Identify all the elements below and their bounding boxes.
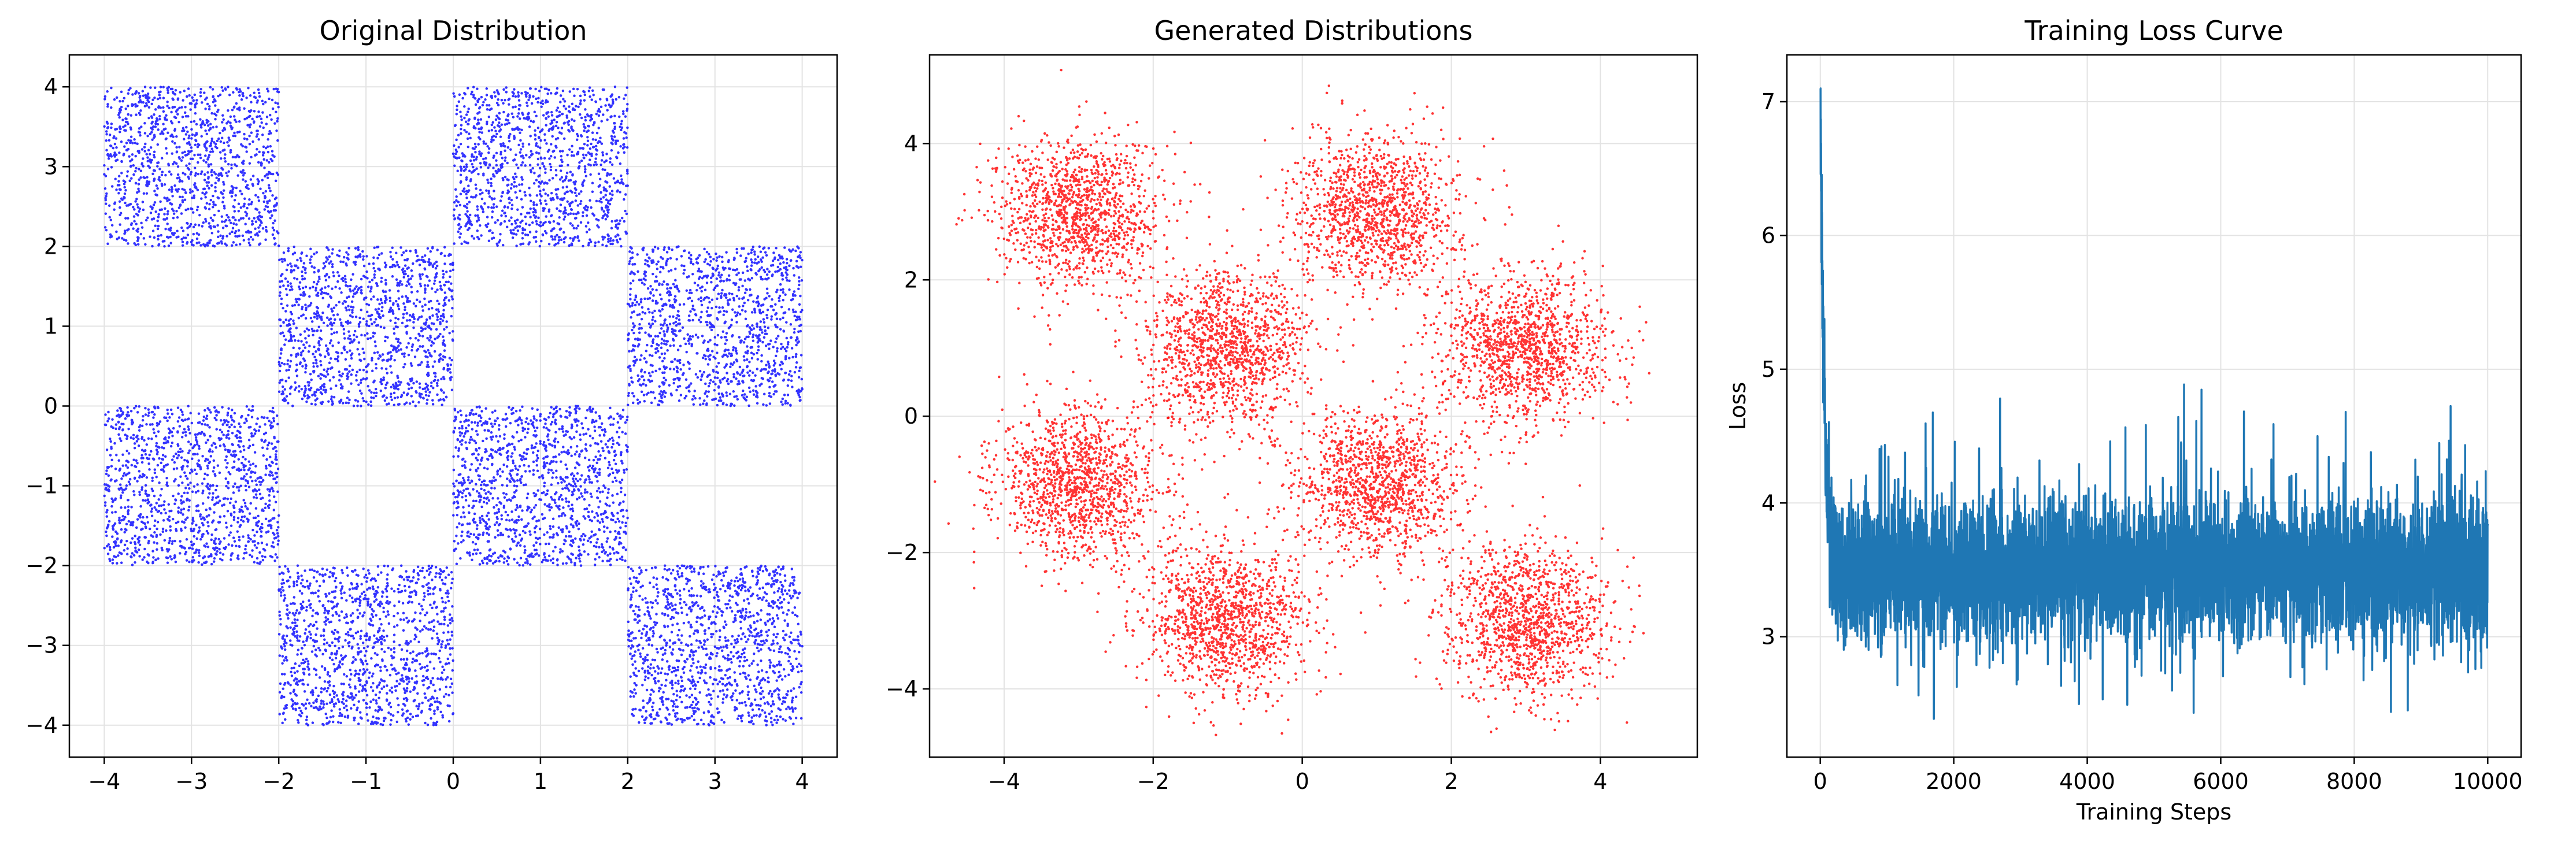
training-loss-y-tick-label: 5 [1761, 357, 1775, 382]
generated-distributions-cluster-3-points [1396, 224, 1651, 499]
original-distribution-x-tick-label: −3 [175, 769, 208, 794]
generated-distributions-x-tick-label: 0 [1296, 769, 1309, 794]
original-distribution-x-tick-label: 2 [621, 769, 635, 794]
generated-distributions-x-tick-label: 4 [1593, 769, 1607, 794]
original-distribution-y-tick-label: 1 [44, 313, 58, 339]
training-loss-x-tick-label: 0 [1813, 769, 1827, 794]
training-loss-x-tick-label: 4000 [2059, 769, 2115, 794]
training-loss-title: Training Loss Curve [2024, 15, 2283, 46]
generated-distributions-title: Generated Distributions [1154, 15, 1473, 46]
original-distribution-y-tick-label: 0 [44, 394, 58, 419]
training-loss-x-tick-label: 2000 [1926, 769, 1982, 794]
training-loss-x-tick-label: 8000 [2326, 769, 2382, 794]
original-distribution-title: Original Distribution [320, 15, 587, 46]
original-distribution-x-tick-label: −1 [350, 769, 382, 794]
training-loss-y-tick-label: 3 [1761, 624, 1775, 650]
original-distribution-x-tick-label: 1 [534, 769, 547, 794]
original-distribution-square-2-points [277, 245, 455, 407]
original-distribution-square-1-points [451, 86, 629, 248]
original-distribution-frame [68, 54, 838, 758]
original-distribution-square-4-points [103, 405, 280, 566]
generated-distributions-ticks: −4 −2 0 2 4 −4 −2 0 2 4 [886, 131, 1608, 794]
generated-distributions-x-tick-label: 2 [1444, 769, 1458, 794]
original-distribution-y-tick-label: −1 [25, 473, 58, 499]
original-distribution-points [103, 86, 804, 726]
generated-distributions-points [933, 68, 1651, 736]
original-distribution-x-tick-label: −2 [262, 769, 295, 794]
training-loss-line [1819, 87, 2489, 720]
original-distribution-square-0-points [103, 86, 280, 248]
generated-distributions-y-tick-label: −2 [886, 540, 918, 565]
original-distribution-x-tick-label: 4 [795, 769, 809, 794]
generated-distributions-cluster-2-points [1094, 202, 1361, 464]
original-distribution-square-6-points [277, 564, 455, 726]
training-loss-x-tick-label: 6000 [2193, 769, 2249, 794]
training-loss-series-line [1819, 87, 2489, 720]
original-distribution-y-tick-label: 4 [44, 74, 58, 99]
training-loss-panel: 0 2000 4000 6000 8000 10000 3 4 5 6 7 Training Los… [1725, 15, 2523, 825]
original-distribution-panel: −4 −3 −2 −1 0 1 2 3 4 −4 −3 −2 −1 0 1 2 3 4 Original Dist… [25, 15, 838, 794]
original-distribution-y-tick-label: 3 [44, 154, 58, 179]
original-distribution-square-5-points [452, 405, 629, 567]
generated-distributions-cluster-1-points [1242, 84, 1513, 336]
training-loss-y-axis-label: Loss [1725, 382, 1750, 430]
original-distribution-y-tick-label: −2 [25, 553, 58, 579]
training-loss-x-tick-label: 10000 [2453, 769, 2523, 794]
generated-distributions-y-tick-label: 4 [904, 131, 918, 156]
original-distribution-x-tick-label: 3 [708, 769, 722, 794]
training-loss-y-tick-label: 7 [1761, 89, 1775, 114]
training-loss-y-tick-label: 6 [1761, 223, 1775, 248]
generated-distributions-cluster-6-points [1080, 492, 1367, 736]
original-distribution-square-7-points [627, 564, 804, 726]
training-loss-y-tick-label: 4 [1761, 490, 1775, 516]
original-distribution-ticks: −4 −3 −2 −1 0 1 2 3 4 −4 −3 −2 −1 0 1 2 3 4 [25, 74, 809, 794]
training-loss-ticks: 0 2000 4000 6000 8000 10000 3 4 5 6 7 [1761, 89, 2523, 794]
original-distribution-grid [69, 55, 837, 757]
original-distribution-x-tick-label: −4 [88, 769, 120, 794]
generated-distributions-cluster-4-points [933, 370, 1204, 614]
training-loss-x-axis-label: Training Steps [2076, 799, 2231, 825]
original-distribution-y-tick-label: −3 [25, 633, 58, 658]
generated-distributions-x-tick-label: −2 [1137, 769, 1169, 794]
generated-distributions-y-tick-label: 2 [904, 267, 918, 292]
generated-distributions-y-tick-label: −4 [886, 676, 918, 702]
original-distribution-y-tick-label: −4 [25, 713, 58, 738]
generated-distributions-cluster-5-points [1223, 361, 1506, 614]
generated-distributions-x-tick-label: −4 [988, 769, 1020, 794]
training-loss-frame [1786, 54, 2522, 758]
original-distribution-x-tick-label: 0 [446, 769, 460, 794]
generated-distributions-cluster-7-points [1379, 498, 1645, 733]
original-distribution-square-3-points [626, 245, 804, 407]
generated-distributions-cluster-0-points [955, 68, 1211, 346]
generated-distributions-panel: −4 −2 0 2 4 −4 −2 0 2 4 Generated Distributions [886, 15, 1698, 794]
original-distribution-y-tick-label: 2 [44, 233, 58, 259]
generated-distributions-frame [928, 54, 1698, 758]
generated-distributions-y-tick-label: 0 [904, 403, 918, 429]
